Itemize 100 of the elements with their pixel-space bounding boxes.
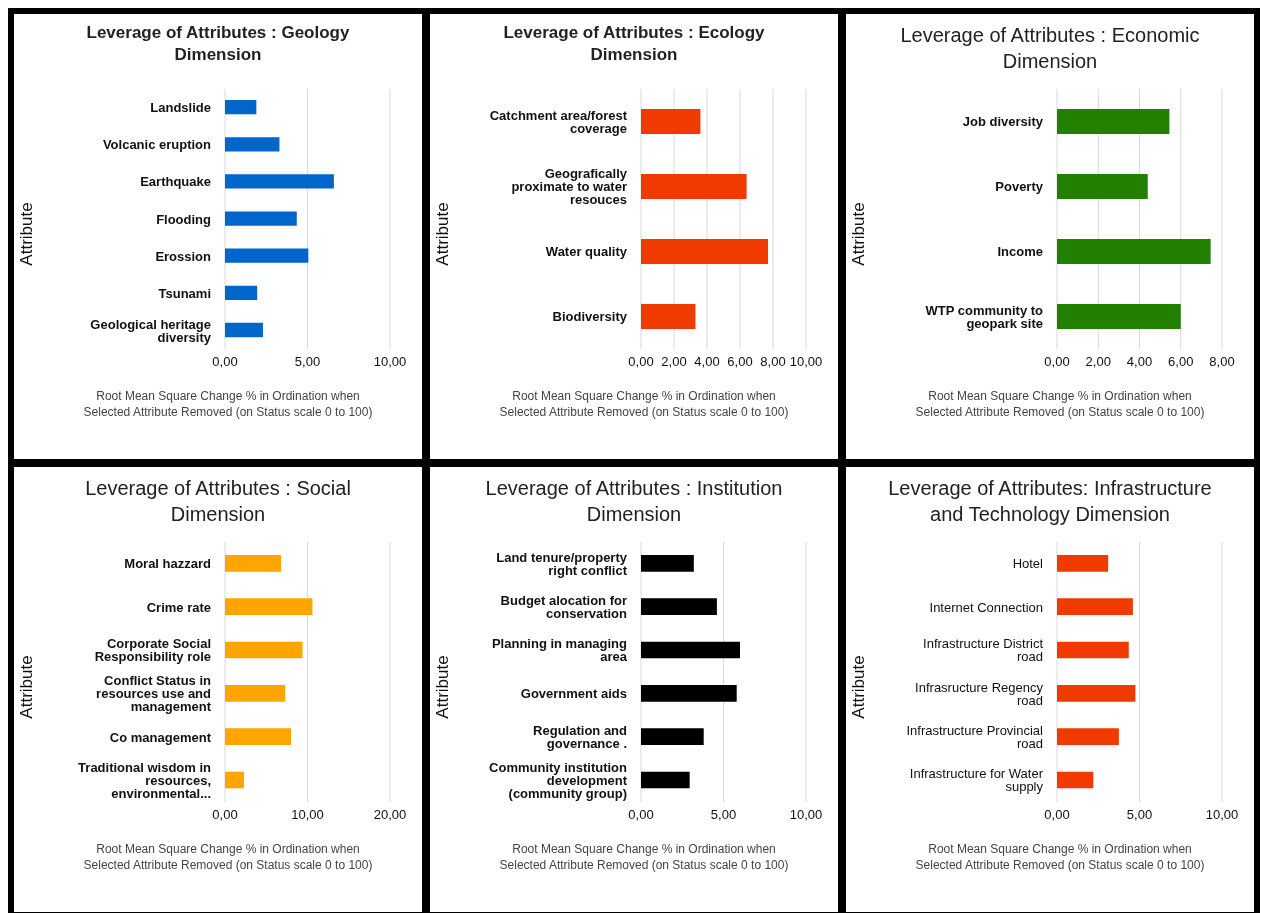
y-tick-label: Moral hazzard [124, 556, 212, 572]
y-tick-label: Conflict Status in resources use and management [96, 673, 212, 715]
bar [1057, 174, 1148, 199]
bar [225, 137, 280, 152]
bar [225, 285, 258, 300]
bar [225, 248, 309, 263]
y-tick-label: Biodiversity [552, 309, 628, 325]
y-tick-label: Government aids [520, 686, 627, 702]
y-tick-label: Infrastructure for Water supply [909, 766, 1044, 795]
x-tick-label: 10,00 [1205, 807, 1239, 823]
x-tick-label: 5,00 [1126, 807, 1153, 823]
x-tick-label: 0,00 [212, 354, 238, 370]
x-tick-label: 4,00 [1126, 354, 1153, 370]
y-tick-label: Planning in managing area [491, 636, 628, 665]
y-axis-title: Attribute [849, 202, 869, 266]
chart-title: Leverage of Attributes : Economic Dimension [899, 23, 1201, 74]
bar [225, 771, 244, 789]
y-tick-label: Catchment area/forest coverage [489, 107, 628, 136]
x-tick-label: 6,00 [727, 354, 753, 370]
y-tick-label: Job diversity [962, 114, 1044, 130]
y-tick-label: Infrastructure District road [923, 636, 1044, 665]
bar [641, 598, 717, 615]
y-tick-label: Corporate Social Responsibility role [94, 636, 211, 665]
y-tick-label: Tsunami [158, 285, 211, 301]
y-tick-label: Internet Connection [929, 599, 1043, 615]
bar [641, 641, 740, 659]
x-tick-label: 10,00 [789, 354, 823, 370]
y-tick-label: Crime rate [146, 599, 211, 615]
bar [641, 239, 769, 264]
x-tick-label: 0,00 [628, 354, 654, 370]
y-axis-title: Attribute [17, 655, 37, 719]
y-axis-title: Attribute [433, 202, 453, 266]
bar [225, 641, 303, 659]
x-tick-label: 5,00 [294, 354, 321, 370]
x-tick-label: 6,00 [1168, 354, 1194, 370]
y-tick-label: Regulation and governance . [533, 723, 628, 752]
bar [641, 109, 701, 134]
y-tick-label: Budget alocation for conservation [500, 593, 628, 622]
bar [1057, 641, 1129, 659]
bar [641, 685, 737, 702]
x-tick-label: 10,00 [373, 354, 407, 370]
bar [1057, 598, 1133, 615]
bar [641, 728, 704, 745]
bar [225, 598, 313, 615]
bar [1057, 304, 1181, 329]
x-tick-label: 8,00 [1209, 354, 1235, 370]
y-tick-label: Geological heritage diversity [90, 316, 212, 345]
bar [641, 555, 694, 572]
bar [225, 555, 282, 572]
y-tick-label: Flooding [156, 211, 212, 227]
y-tick-label: Volcanic eruption [102, 137, 212, 153]
x-axis-title: Root Mean Square Change % in Ordination when Selected Attribute Removed (on Status scale 0 to 100) [82, 388, 374, 420]
bar [641, 174, 747, 199]
chart-title: Leverage of Attributes: Infrastructure and Technology Dimension [887, 476, 1213, 527]
bar [225, 685, 286, 702]
y-tick-label: Traditional wisdom in resources, environmental... [78, 759, 212, 801]
y-tick-label: Infrastructure Provincial road [906, 723, 1044, 752]
bar [225, 728, 291, 745]
bar [1057, 239, 1211, 264]
bar [1057, 109, 1170, 134]
y-tick-label: Geografically proximate to water resouces [511, 166, 628, 208]
bar [1057, 555, 1109, 572]
chart-title: Leverage of Attributes : Social Dimension [84, 476, 352, 527]
bar [1057, 771, 1094, 789]
x-tick-label: 0,00 [628, 807, 654, 823]
x-tick-label: 5,00 [710, 807, 737, 823]
y-tick-label: Erossion [155, 248, 212, 264]
x-axis-title: Root Mean Square Change % in Ordination when Selected Attribute Removed (on Status scale 0 to 100) [914, 841, 1206, 873]
chart-title: Leverage of Attributes : Ecology Dimension [502, 22, 766, 66]
x-tick-label: 4,00 [694, 354, 720, 370]
chart-title: Leverage of Attributes : Institution Dimension [484, 476, 784, 527]
y-tick-label: Water quality [545, 244, 628, 260]
y-axis-title: Attribute [849, 655, 869, 719]
x-tick-label: 20,00 [373, 807, 407, 823]
x-tick-label: 10,00 [291, 807, 324, 823]
x-tick-label: 10,00 [789, 807, 823, 823]
y-tick-label: Hotel [1012, 556, 1044, 572]
bar [225, 174, 334, 189]
x-axis-title: Root Mean Square Change % in Ordination when Selected Attribute Removed (on Status scale 0 to 100) [498, 388, 790, 420]
bar [1057, 685, 1136, 702]
bar [225, 100, 257, 115]
bar [1057, 728, 1119, 745]
y-tick-label: Community institution development (community group) [489, 759, 628, 801]
x-tick-label: 8,00 [760, 354, 786, 370]
y-tick-label: Poverty [995, 179, 1044, 195]
bar [641, 304, 696, 329]
x-tick-label: 2,00 [1085, 354, 1111, 370]
bar [641, 771, 690, 789]
y-axis-title: Attribute [17, 202, 37, 266]
bar [225, 322, 263, 338]
y-tick-label: Landslide [150, 100, 211, 116]
x-tick-label: 0,00 [1044, 807, 1070, 823]
x-tick-label: 0,00 [1044, 354, 1070, 370]
y-tick-label: Co management [109, 729, 212, 745]
y-axis-title: Attribute [433, 655, 453, 719]
y-tick-label: Infrasructure Regency road [915, 679, 1044, 708]
x-tick-label: 0,00 [212, 807, 238, 823]
x-axis-title: Root Mean Square Change % in Ordination when Selected Attribute Removed (on Status scale 0 to 100) [82, 841, 374, 873]
y-tick-label: Land tenure/property right conflict [496, 549, 628, 578]
chart-title: Leverage of Attributes : Geology Dimension [85, 22, 351, 66]
